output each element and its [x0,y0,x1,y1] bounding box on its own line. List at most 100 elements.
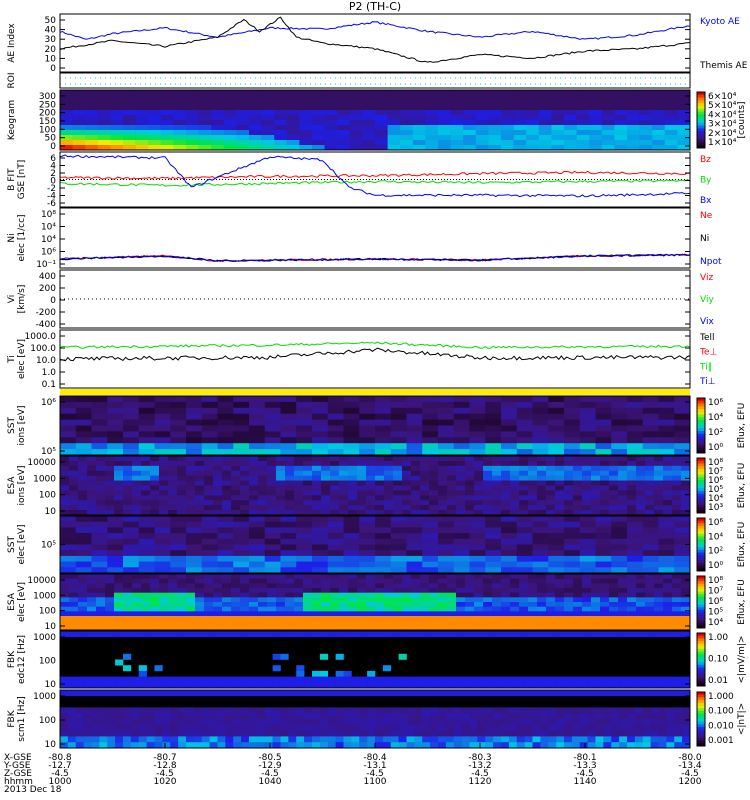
spectrogram-cell [75,401,92,409]
spectrogram-cell [285,578,295,584]
spectrogram-cell [249,527,266,534]
spectrogram-cell [645,574,655,579]
spectrogram-cell [173,135,187,141]
spectrogram-cell [576,100,590,106]
spectrogram-cell [222,620,232,626]
spectrogram-cell [217,676,226,683]
colorbar-segment [697,136,705,141]
colorbar-segment [697,485,705,489]
spectrogram-cell [639,125,653,131]
spectrogram-cell [177,574,187,579]
spectrogram-cell [367,719,376,726]
spectrogram-cell [177,465,187,472]
colorbar-tick-label: 0.01 [708,676,728,686]
colorbar-segment [697,662,705,666]
spectrogram-cell [375,544,392,551]
spectrogram-cell [492,495,502,501]
spectrogram-cell [150,495,160,501]
spectrogram-cell [390,437,407,444]
spectrogram-cell [96,588,106,593]
spectrogram-cell [285,480,295,486]
spectrogram-cell [75,730,84,737]
spectrogram-cell [138,516,155,522]
colorbar-segment [697,431,705,435]
spectrogram-cell [582,597,592,603]
spectrogram-cell [465,460,475,467]
spectrogram-cell [611,527,628,534]
spectrogram-cell [438,561,455,568]
spectrogram-cell [477,719,486,726]
legend-bx: Bx [700,196,712,206]
spectrogram-cell [465,574,475,579]
spectrogram-cell [170,550,187,557]
y-axis-label: B FIT GSE [nT] [7,160,27,199]
spectrogram-cell [465,606,475,612]
spectrogram-cell [75,561,92,568]
spectrogram-cell [168,480,178,486]
spectrogram-cell [463,95,477,101]
spectrogram-cell [537,578,547,584]
spectrogram-cell [672,606,682,612]
spectrogram-cell [475,110,489,116]
legend-tell: Tell [699,333,715,343]
spectrogram-cell [555,588,565,593]
spectrogram-cell [447,500,457,506]
spectrogram-cell [178,713,187,720]
spectrogram-cell [204,597,214,603]
spectrogram-cell [591,597,601,603]
colorbar-segment [697,654,705,658]
spectrogram-cell [501,597,511,603]
spectrogram-cell [469,443,486,450]
time-axis-value: -80.4 [363,753,387,763]
spectrogram-cell [186,465,196,472]
spectrogram-cell [463,135,477,141]
spectrogram-cell [351,707,360,714]
spectrogram-cell [510,588,520,593]
spectrogram-cell [402,616,412,621]
spectrogram-cell [339,620,349,626]
spectrogram-cell [312,620,322,626]
spectrogram-cell [72,115,86,121]
spectrogram-cell [91,690,100,697]
series-line-themisae [59,16,691,63]
spectrogram-cell [485,437,502,444]
spectrogram-cell [294,578,304,584]
spectrogram-cell [359,742,368,749]
spectrogram-cell [600,495,610,501]
spectrogram-cell [367,682,376,689]
spectrogram-cell [564,616,574,621]
spectrogram-cell [513,95,527,101]
spectrogram-cell [303,495,313,501]
spectrogram-cell [170,533,187,540]
spectrogram-cell [411,470,421,476]
spectrogram-cell [159,495,169,501]
spectrogram-cell [249,490,259,496]
spectrogram-cell [412,135,426,141]
legend-viz: Viz [700,273,713,283]
spectrogram-cell [483,485,493,491]
spectrogram-cell [294,583,304,589]
spectrogram-cell [564,431,581,438]
time-axis-value: -12.7 [48,761,71,771]
spectrogram-cell [611,730,620,737]
spectrogram-cell [609,602,619,607]
y-tick-label: 10⁴ [41,223,56,233]
spectrogram-cell [636,495,646,501]
y-tick-label: 0 [50,177,56,187]
spectrogram-cell [335,631,344,637]
spectrogram-cell [538,105,552,111]
spectrogram-cell [195,485,205,491]
spectrogram-cell [280,516,297,522]
spectrogram-cell [422,713,431,720]
spectrogram-cell [406,730,415,737]
spectrogram-cell [672,470,682,476]
spectrogram-cell [422,413,439,420]
spectrogram-cell [611,713,620,720]
spectrogram-cell [556,682,565,689]
spectrogram-cell [422,736,431,743]
spectrogram-cell [114,616,124,621]
spectrogram-cell [582,460,592,467]
spectrogram-cell [398,736,407,743]
spectrogram-cell [69,625,79,631]
spectrogram-cell [384,475,394,481]
